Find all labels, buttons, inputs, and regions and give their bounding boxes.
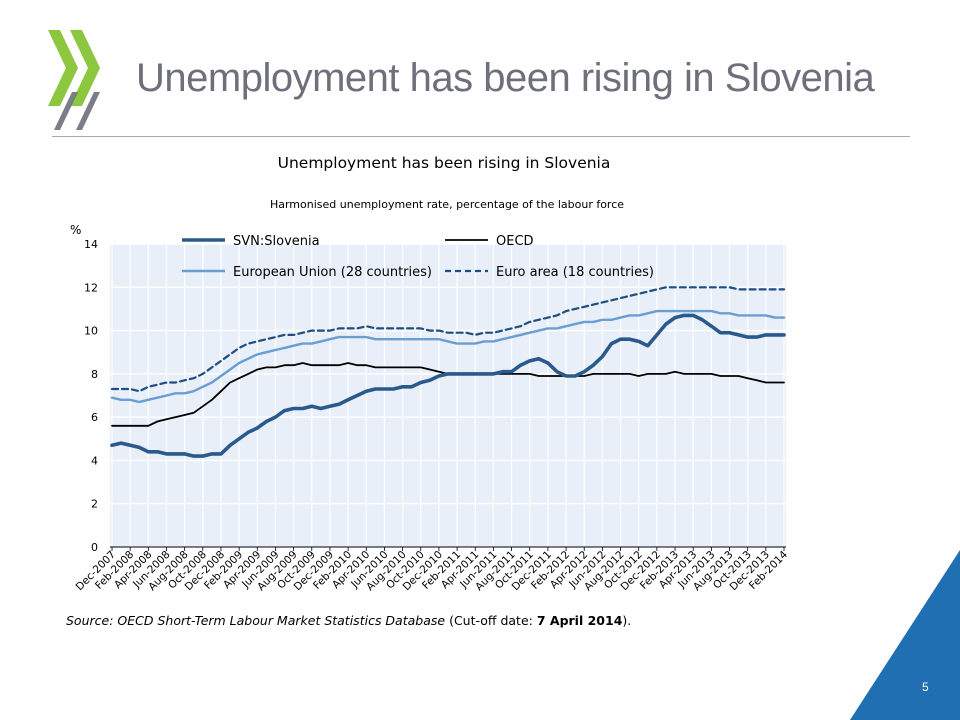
series-lines [110,286,786,458]
source-label: Source [66,613,110,628]
source-text: : OECD Short-Term Labour Market Statisti… [109,613,446,628]
chart-legend: SVN:Slovenia OECD European Union (28 count… [182,234,654,280]
y-axis-label: % [70,223,81,237]
unemployment-line-chart: Unemployment has been rising in Slovenia… [70,154,790,593]
y-tick-label: 8 [91,368,98,381]
legend-label: SVN:Slovenia [233,234,320,249]
x-axis-ticks: Dec-2007Feb-2008Apr-2008Jun-2008Aug-2008… [74,547,790,593]
chevron-grey-2 [70,92,100,130]
y-axis-ticks: 0 2 4 6 8 10 12 14 [84,238,98,554]
page-number: 5 [922,680,929,694]
plot-background [110,244,786,547]
y-tick-label: 0 [91,541,98,554]
legend-label: OECD [496,234,534,249]
source-cutoff-prefix: (Cut-off date: [449,613,537,628]
series-line-3 [110,286,786,393]
corner-triangle [850,550,960,720]
source-cutoff-date: 7 April 2014 [536,613,623,628]
source-cutoff-suffix: ). [622,613,632,628]
series-line-2 [110,309,786,404]
y-tick-label: 14 [84,238,98,251]
series-line-0 [110,313,786,458]
chevron-grey-1 [48,92,78,130]
y-tick-label: 4 [91,454,98,467]
chevron-green-1 [48,30,78,106]
title-divider [52,136,910,137]
plot-area [110,243,786,548]
y-tick-label: 12 [84,281,98,294]
chevron-green-2 [70,30,100,106]
legend-label: European Union (28 countries) [233,265,432,280]
y-tick-label: 6 [91,411,98,424]
slide-title: Unemployment has been rising in Slovenia [136,56,875,100]
y-tick-label: 10 [84,325,98,338]
y-tick-label: 2 [91,498,98,511]
source-note: Source: OECD Short-Term Labour Market St… [66,613,631,628]
legend-label: Euro area (18 countries) [496,265,654,280]
oecd-chevrons-icon [48,30,100,130]
chart-title: Unemployment has been rising in Slovenia [278,154,611,172]
chart-subtitle: Harmonised unemployment rate, percentage… [270,198,624,211]
